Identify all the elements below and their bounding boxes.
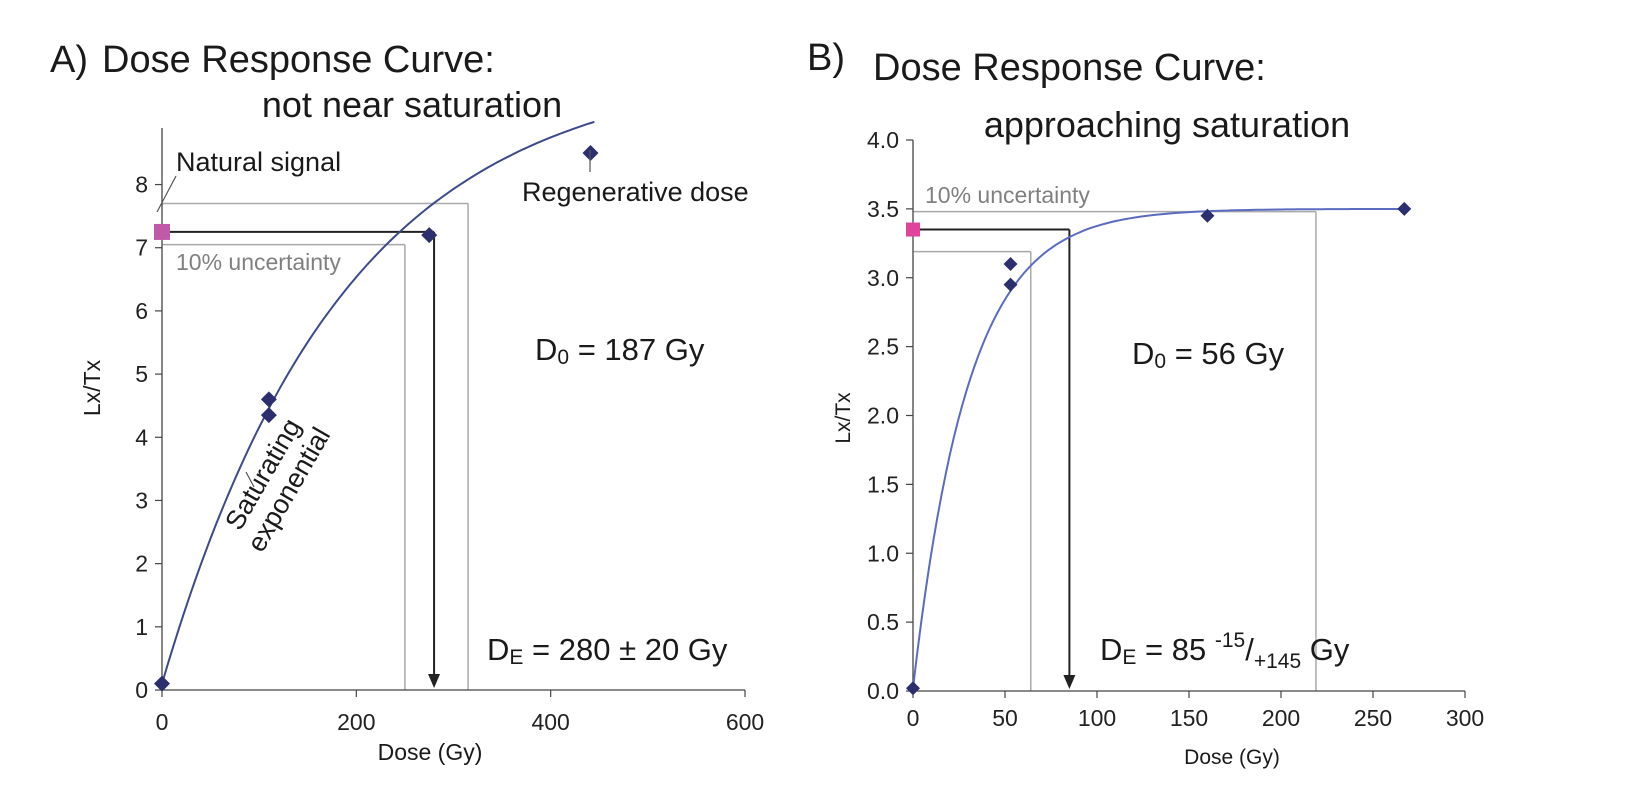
panel-a-x-tick-labels: 0 200 400 600 — [156, 709, 765, 735]
x-tick-label: 200 — [337, 709, 375, 735]
panel-a-d0-sub: 0 — [557, 346, 569, 369]
panel-a-d0-value: = 187 Gy — [569, 332, 705, 367]
panel-a-uncertainty-label: 10% uncertainty — [176, 249, 341, 275]
y-tick-label: 1.0 — [867, 540, 899, 566]
panel-a-d0: D0 = 187 Gy — [535, 332, 705, 369]
regenerative-dose-point — [1003, 256, 1018, 271]
panel-b-y-axis-label: Lx/Tx — [832, 392, 855, 444]
panel-b-de-unit: Gy — [1301, 632, 1350, 667]
natural-signal-point — [906, 222, 920, 237]
y-tick-label: 2 — [135, 551, 148, 577]
x-tick-label: 150 — [1170, 705, 1208, 731]
panel-b-guides — [913, 210, 1317, 691]
panel-a-de-value: = 280 ± 20 Gy — [523, 632, 727, 667]
panel-a-y-tick-labels: 0 1 2 3 4 5 6 7 8 — [135, 172, 148, 703]
y-tick-label: 0.5 — [867, 609, 899, 635]
panel-b-letter: B) — [807, 37, 845, 79]
equivalent-dose-arrow-head — [428, 674, 441, 688]
y-tick-label: 0.0 — [867, 678, 899, 704]
natural-signal-point — [154, 223, 170, 240]
natural-signal-leader — [156, 175, 177, 213]
panel-b-d0: D0 = 56 Gy — [1132, 336, 1285, 373]
y-tick-label: 2.5 — [867, 334, 899, 360]
x-tick-label: 50 — [992, 705, 1018, 731]
panel-b-fit-curve — [912, 207, 1405, 689]
y-tick-label: 7 — [135, 235, 148, 261]
panel-a-y-axis-label: Lx/Tx — [79, 359, 105, 416]
regenerative-dose-label: Regenerative dose — [522, 177, 749, 207]
curve-label-leader — [245, 471, 255, 488]
panel-b-d0-symbol: D — [1132, 336, 1154, 371]
panel-b-de-sub: E — [1122, 646, 1136, 669]
panel-a-title: Dose Response Curve: — [102, 39, 495, 81]
panel-b-subtitle: approaching saturation — [984, 104, 1350, 145]
panel-a-de-symbol: D — [487, 632, 509, 667]
panel-b-de: DE = 85 -15/+145 Gy — [1100, 629, 1350, 673]
panel-a-data-points — [154, 144, 599, 692]
panel-b-de-sup: -15 — [1215, 629, 1245, 652]
panel-b-x-tick-labels: 0 50 100 150 200 250 300 — [907, 705, 1485, 731]
panel-b-data-points — [906, 201, 1412, 696]
y-tick-label: 6 — [135, 298, 148, 324]
y-tick-label: 3.5 — [867, 196, 899, 222]
x-tick-label: 0 — [907, 705, 920, 731]
panel-a-de-sub: E — [509, 646, 523, 669]
panel-b-axes — [906, 139, 1466, 698]
panel-a-d0-symbol: D — [535, 332, 557, 367]
y-tick-label: 3.0 — [867, 265, 899, 291]
y-tick-label: 4 — [135, 424, 148, 450]
regenerative-dose-point — [154, 675, 170, 692]
panel-b-y-tick-labels: 0.0 0.5 1.0 1.5 2.0 2.5 3.0 3.5 4.0 — [867, 127, 899, 704]
x-tick-label: 0 — [156, 709, 169, 735]
panel-b-x-axis-label: Dose (Gy) — [1184, 746, 1280, 769]
panel-a-letter: A) — [50, 39, 88, 81]
panel-b-d0-sub: 0 — [1154, 350, 1166, 373]
panel-a-subtitle: not near saturation — [262, 84, 562, 125]
y-tick-label: 1.5 — [867, 471, 899, 497]
panel-b-title: Dose Response Curve: — [873, 47, 1266, 89]
y-tick-label: 0 — [135, 677, 148, 703]
panel-b-de-symbol: D — [1100, 632, 1122, 667]
panel-b-uncertainty-label: 10% uncertainty — [925, 182, 1090, 208]
equivalent-dose-arrow-head — [1063, 675, 1076, 689]
y-tick-label: 2.0 — [867, 403, 899, 429]
y-tick-label: 1 — [135, 614, 148, 640]
panel-b: B) Dose Response Curve: approaching satu… — [807, 37, 1484, 769]
natural-signal-label: Natural signal — [176, 147, 341, 177]
panel-b-d0-value: = 56 Gy — [1166, 336, 1285, 371]
x-tick-label: 600 — [726, 709, 764, 735]
regenerative-dose-point — [906, 681, 920, 696]
regenerative-dose-point — [1003, 277, 1018, 292]
panel-b-de-main: = 85 — [1136, 632, 1214, 667]
regenerative-dose-point — [260, 407, 277, 424]
panel-a-de: DE = 280 ± 20 Gy — [487, 632, 728, 669]
regenerative-dose-point — [260, 391, 277, 408]
panel-a-fit-curve — [161, 120, 595, 684]
panel-a-x-axis-label: Dose (Gy) — [378, 739, 483, 765]
y-tick-label: 4.0 — [867, 127, 899, 153]
x-tick-label: 400 — [531, 709, 569, 735]
regenerative-dose-point — [421, 227, 438, 244]
y-tick-label: 5 — [135, 361, 148, 387]
panel-a-guides — [162, 202, 469, 690]
y-tick-label: 8 — [135, 172, 148, 198]
panel-a: Dose Response Curve: not near saturation… — [79, 39, 764, 765]
x-tick-label: 250 — [1354, 705, 1392, 731]
x-tick-label: 300 — [1446, 705, 1484, 731]
panel-b-de-sub2: +145 — [1254, 650, 1301, 673]
panel-b-de-slash: / — [1245, 632, 1254, 667]
x-tick-label: 200 — [1262, 705, 1300, 731]
y-tick-label: 3 — [135, 487, 148, 513]
panel-a-axes — [155, 128, 746, 697]
regenerative-dose-point — [1200, 208, 1215, 223]
x-tick-label: 100 — [1078, 705, 1116, 731]
regenerative-dose-point — [1397, 201, 1412, 216]
